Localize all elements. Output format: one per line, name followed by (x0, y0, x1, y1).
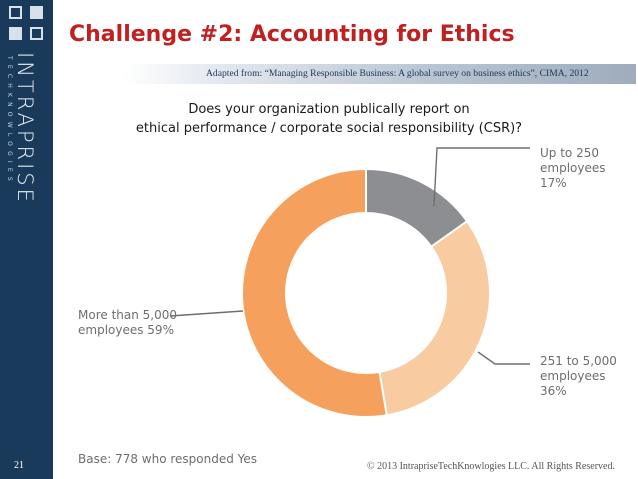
slice-label-large: More than 5,000 employees 59% (78, 308, 177, 338)
chart-title-line: ethical performance / corporate social r… (135, 121, 523, 136)
donut-slice-large (241, 167, 388, 418)
brand-tagline: TECHKNOWLOGIES (6, 56, 13, 186)
donut-slice-medium (378, 219, 491, 417)
brand-logo-icon (9, 6, 45, 42)
brand-name: INTRAPRISE (13, 52, 37, 205)
slice-label-line: 251 to 5,000 (540, 354, 617, 368)
source-band (122, 64, 636, 84)
slice-label-line: employees (540, 161, 606, 175)
leader-line (477, 351, 530, 365)
slide-title: Challenge #2: Accounting for Ethics (69, 22, 515, 47)
sidebar: INTRAPRISE TECHKNOWLOGIES 21 (0, 0, 53, 479)
leader-line (169, 310, 244, 317)
page-number: 21 (14, 460, 24, 471)
base-note: Base: 778 who responded Yes (78, 452, 258, 466)
source-citation: Adapted from: “Managing Responsible Busi… (206, 68, 589, 79)
slice-label-medium: 251 to 5,000 employees 36% (540, 354, 617, 399)
chart-title-line: Does your organization publically report… (188, 102, 470, 117)
chart-title: Does your organization publically report… (80, 100, 578, 138)
slice-label-line: More than 5,000 (78, 308, 177, 322)
slice-label-line: employees (540, 369, 606, 383)
slice-label-line: employees 59% (78, 323, 174, 337)
copyright-notice: © 2013 IntrapriseTechKnowlogies LLC. All… (367, 461, 615, 472)
leader-line (433, 147, 530, 207)
slice-label-small: Up to 250 employees 17% (540, 146, 605, 191)
slice-label-line: Up to 250 (540, 146, 599, 160)
slice-label-line: 36% (540, 384, 567, 398)
slice-label-line: 17% (540, 176, 567, 190)
